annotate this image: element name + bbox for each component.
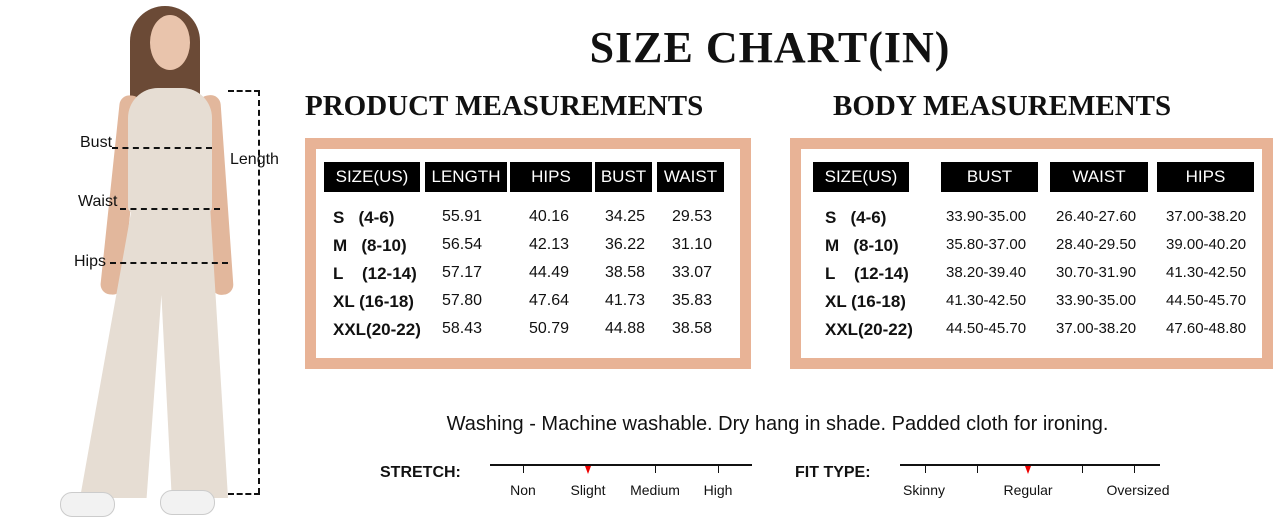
scale-tick xyxy=(1082,466,1083,473)
value-cell: 40.16 xyxy=(529,208,570,225)
value-cell: 33.07 xyxy=(672,264,713,281)
waist-label: Waist xyxy=(78,193,118,210)
size-cell: XXL(20-22) xyxy=(333,320,421,339)
value-cell: 44.50-45.70 xyxy=(1166,292,1247,309)
value-cell: 30.70-31.90 xyxy=(1056,264,1137,281)
value-cell: 38.58 xyxy=(605,264,646,281)
fit-scale xyxy=(900,464,1160,466)
waist-line xyxy=(120,208,220,210)
value-cell: 35.80-37.00 xyxy=(946,236,1027,253)
washing-instructions: Washing - Machine washable. Dry hang in … xyxy=(446,413,1109,435)
body-heading: BODY MEASUREMENTS xyxy=(833,90,1172,122)
value-cell: 44.50-45.70 xyxy=(946,320,1027,337)
fit-option: Regular xyxy=(1003,482,1053,498)
fit-label: FIT TYPE: xyxy=(795,464,871,481)
value-cell: 37.00-38.20 xyxy=(1056,320,1137,337)
model-figure: Bust Waist Hips Length xyxy=(0,0,300,525)
model-shoe-left xyxy=(60,492,115,517)
size-cell: M (8-10) xyxy=(333,236,407,255)
selected-marker-icon xyxy=(1025,466,1031,474)
scale-tick xyxy=(718,466,719,473)
size-cell: S (4-6) xyxy=(333,208,395,227)
value-cell: 47.60-48.80 xyxy=(1166,320,1247,337)
fit-option: Oversized xyxy=(1106,482,1170,498)
column-header: WAIST xyxy=(1050,162,1148,192)
value-cell: 36.22 xyxy=(605,236,646,253)
value-cell: 58.43 xyxy=(442,320,483,337)
scale-tick xyxy=(977,466,978,473)
stretch-option: Non xyxy=(510,482,536,498)
value-cell: 34.25 xyxy=(605,208,646,225)
column-header: SIZE(US) xyxy=(813,162,909,192)
page-title: SIZE CHART(IN) xyxy=(589,23,951,72)
value-cell: 29.53 xyxy=(672,208,713,225)
value-cell: 57.80 xyxy=(442,292,483,309)
column-header: SIZE(US) xyxy=(324,162,420,192)
length-top-line xyxy=(228,90,260,92)
bust-label: Bust xyxy=(80,134,113,151)
size-cell: M (8-10) xyxy=(825,236,899,255)
stretch-option: Slight xyxy=(570,482,606,498)
length-label: Length xyxy=(230,151,279,168)
size-cell: L (12-14) xyxy=(825,264,909,283)
size-cell: XL (16-18) xyxy=(825,292,906,311)
scale-tick xyxy=(655,466,656,473)
fit-option: Skinny xyxy=(902,482,946,498)
value-cell: 39.00-40.20 xyxy=(1166,236,1247,253)
value-cell: 41.73 xyxy=(605,292,646,309)
size-cell: XXL(20-22) xyxy=(825,320,913,339)
column-header: HIPS xyxy=(510,162,592,192)
value-cell: 47.64 xyxy=(529,292,570,309)
length-bottom-line xyxy=(228,493,260,495)
model-top xyxy=(128,88,212,213)
value-cell: 50.79 xyxy=(529,320,570,337)
scale-tick xyxy=(925,466,926,473)
value-cell: 28.40-29.50 xyxy=(1056,236,1137,253)
scale-tick xyxy=(1134,466,1135,473)
column-header: LENGTH xyxy=(425,162,507,192)
value-cell: 56.54 xyxy=(442,236,483,253)
value-cell: 38.58 xyxy=(672,320,713,337)
value-cell: 37.00-38.20 xyxy=(1166,208,1247,225)
stretch-scale xyxy=(490,464,752,466)
value-cell: 33.90-35.00 xyxy=(1056,292,1137,309)
value-cell: 44.49 xyxy=(529,264,570,281)
value-cell: 35.83 xyxy=(672,292,713,309)
hips-line xyxy=(110,262,228,264)
product-heading: PRODUCT MEASUREMENTS xyxy=(305,90,704,122)
value-cell: 26.40-27.60 xyxy=(1056,208,1137,225)
value-cell: 33.90-35.00 xyxy=(946,208,1027,225)
stretch-option: Medium xyxy=(630,482,680,498)
value-cell: 44.88 xyxy=(605,320,646,337)
value-cell: 41.30-42.50 xyxy=(1166,264,1247,281)
value-cell: 55.91 xyxy=(442,208,483,225)
value-cell: 31.10 xyxy=(672,236,713,253)
body-table: SIZE(US) BUST WAIST HIPS S (4-6) 33.90-35.00 2… xyxy=(790,138,1273,369)
value-cell: 41.30-42.50 xyxy=(946,292,1027,309)
size-cell: XL (16-18) xyxy=(333,292,414,311)
value-cell: 57.17 xyxy=(442,264,483,281)
size-cell: S (4-6) xyxy=(825,208,887,227)
bust-line xyxy=(112,147,212,149)
selected-marker-icon xyxy=(585,466,591,474)
product-table: SIZE(US) LENGTH HIPS BUST WAIST S (4-6) 55.91 4… xyxy=(305,138,751,369)
length-line xyxy=(258,90,260,494)
stretch-label: STRETCH: xyxy=(380,464,461,481)
size-cell: L (12-14) xyxy=(333,264,417,283)
hips-label: Hips xyxy=(74,253,107,270)
column-header: HIPS xyxy=(1157,162,1254,192)
model-face xyxy=(150,15,190,70)
column-header: WAIST xyxy=(657,162,724,192)
value-cell: 38.20-39.40 xyxy=(946,264,1027,281)
model-pants xyxy=(80,208,228,498)
scale-tick xyxy=(523,466,524,473)
column-header: BUST xyxy=(941,162,1038,192)
stretch-option: High xyxy=(703,482,733,498)
model-shoe-right xyxy=(160,490,215,515)
column-header: BUST xyxy=(595,162,652,192)
value-cell: 42.13 xyxy=(529,236,570,253)
